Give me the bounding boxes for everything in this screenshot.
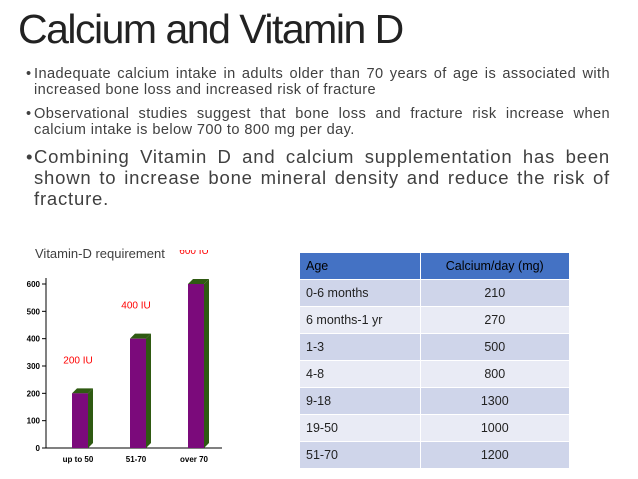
y-tick-label: 500 <box>27 307 41 316</box>
calcium-cell: 500 <box>419 333 570 361</box>
bullet-item: • Inadequate calcium intake in adults ol… <box>26 66 610 98</box>
bullet-list: • Inadequate calcium intake in adults ol… <box>26 66 610 217</box>
age-cell: 9-18 <box>299 387 421 415</box>
y-tick-label: 200 <box>27 389 41 398</box>
table-row: 4-8 800 <box>299 360 570 388</box>
chart-label: Vitamin-D requirement <box>35 246 165 261</box>
bullet-marker: • <box>26 66 32 82</box>
slide-title: Calcium and Vitamin D <box>18 6 404 52</box>
bar-side <box>146 333 151 448</box>
table-row: 19-50 1000 <box>299 414 570 442</box>
x-tick-label: up to 50 <box>63 455 94 464</box>
column-header-calcium: Calcium/day (mg) <box>419 252 570 280</box>
table-row: 6 months-1 yr 270 <box>299 306 570 334</box>
age-cell: 0-6 months <box>299 279 421 307</box>
x-tick-label: over 70 <box>180 455 209 464</box>
calcium-cell: 1200 <box>419 441 570 469</box>
bullet-marker: • <box>26 106 32 122</box>
calcium-table: Age Calcium/day (mg) 0-6 months 210 6 mo… <box>299 252 570 469</box>
table-row: 0-6 months 210 <box>299 279 570 307</box>
bar <box>130 338 146 448</box>
age-cell: 4-8 <box>299 360 421 388</box>
age-cell: 19-50 <box>299 414 421 442</box>
y-tick-label: 400 <box>27 335 41 344</box>
y-tick-label: 300 <box>27 362 41 371</box>
column-header-age: Age <box>299 252 421 280</box>
bullet-item: • Observational studies suggest that bon… <box>26 106 610 138</box>
bar-top <box>72 388 93 394</box>
bar-data-label: 400 IU <box>121 301 150 312</box>
bullet-item: • Combining Vitamin D and calcium supple… <box>26 146 610 209</box>
bar-top <box>188 279 209 284</box>
vitamin-d-bar-chart: 0 100 200 300 400 500 600 200 IU up to 50 400 IU… <box>27 250 222 464</box>
y-tick-label: 600 <box>27 280 41 289</box>
bullet-marker: • <box>26 146 34 167</box>
age-cell: 1-3 <box>299 333 421 361</box>
bar <box>188 284 204 448</box>
bar <box>72 393 88 448</box>
table-header-row: Age Calcium/day (mg) <box>299 252 570 280</box>
age-cell: 6 months-1 yr <box>299 306 421 334</box>
y-tick-label: 100 <box>27 417 41 426</box>
bar-data-label: 600 IU <box>179 250 208 257</box>
calcium-cell: 1000 <box>419 414 570 442</box>
table-row: 51-70 1200 <box>299 441 570 469</box>
calcium-cell: 1300 <box>419 387 570 415</box>
calcium-cell: 270 <box>419 306 570 334</box>
bullet-text: Combining Vitamin D and calcium suppleme… <box>34 146 610 209</box>
y-tick-label: 0 <box>36 444 41 453</box>
bar-data-label: 200 IU <box>63 355 92 366</box>
table-row: 9-18 1300 <box>299 387 570 415</box>
bullet-text: Observational studies suggest that bone … <box>34 106 610 138</box>
calcium-cell: 800 <box>419 360 570 388</box>
bar-side <box>88 388 93 448</box>
bullet-text: Inadequate calcium intake in adults olde… <box>34 66 610 98</box>
bar-top <box>130 333 151 339</box>
calcium-cell: 210 <box>419 279 570 307</box>
bar-side <box>204 279 209 448</box>
age-cell: 51-70 <box>299 441 421 469</box>
table-row: 1-3 500 <box>299 333 570 361</box>
x-tick-label: 51-70 <box>126 455 147 464</box>
